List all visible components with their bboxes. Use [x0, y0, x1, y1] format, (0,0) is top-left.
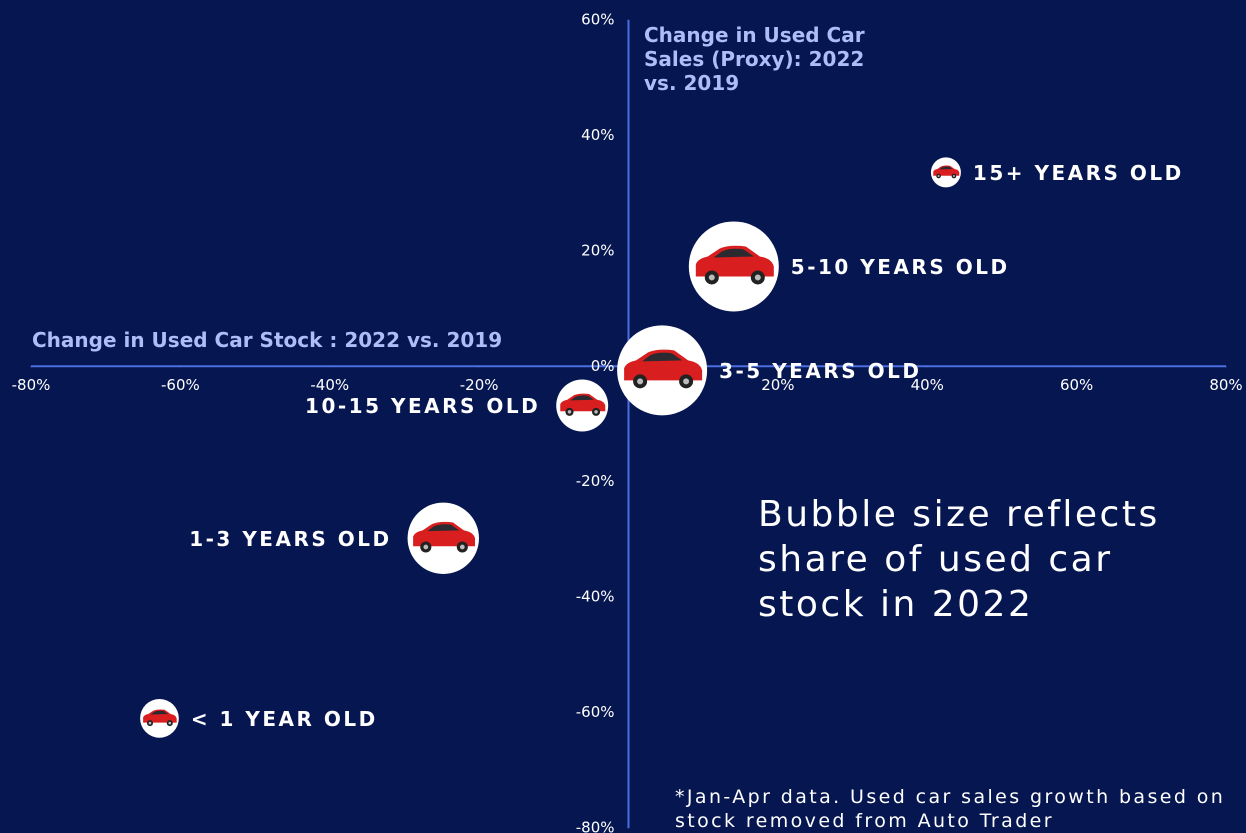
x-tick-label: -80% — [12, 376, 51, 394]
car-window — [570, 395, 594, 401]
bubble-label: 15+ YEARS OLD — [973, 161, 1184, 185]
bubble-label: 3-5 YEARS OLD — [719, 359, 921, 383]
y-tick-label: 0% — [591, 357, 615, 375]
car-body — [143, 709, 177, 723]
car-body — [695, 245, 774, 277]
car-window — [939, 166, 953, 170]
car-icon — [624, 349, 703, 389]
car-hub — [708, 274, 715, 281]
footnote: *Jan-Apr data. Used car sales growth bas… — [675, 786, 1226, 832]
y-tick-label: -60% — [576, 703, 615, 721]
car-hub — [567, 410, 572, 414]
car-hub — [637, 378, 644, 385]
bubble-label: 5-10 YEARS OLD — [791, 255, 1010, 279]
car-window — [642, 352, 683, 362]
y-tick-label: 60% — [581, 11, 614, 29]
bubble-label: 10-15 YEARS OLD — [305, 394, 540, 418]
car-window — [427, 524, 460, 532]
y-tick-label: -20% — [576, 472, 615, 490]
car-hub — [683, 378, 690, 385]
car-body — [933, 165, 960, 176]
car-hub — [423, 544, 429, 550]
x-tick-label: 60% — [1060, 376, 1093, 394]
car-hub — [952, 175, 955, 178]
x-tick-label: 80% — [1209, 376, 1242, 394]
x-tick-label: -40% — [310, 376, 349, 394]
y-axis-title: Change in Used Car Sales (Proxy): 2022 v… — [644, 23, 865, 95]
car-icon — [560, 393, 606, 416]
car-hub — [937, 175, 940, 178]
car-icon — [695, 245, 774, 285]
y-tick-label: -80% — [576, 819, 615, 833]
car-window — [150, 710, 169, 715]
x-tick-label: -20% — [460, 376, 499, 394]
x-tick-label: 20% — [761, 376, 794, 394]
bubble-label: 1-3 YEARS OLD — [189, 527, 391, 551]
car-body — [560, 393, 606, 412]
car-hub — [594, 410, 598, 414]
bubble-label: < 1 YEAR OLD — [191, 707, 378, 731]
x-tick-label: -60% — [161, 376, 200, 394]
car-body — [624, 349, 703, 381]
car-hub — [148, 721, 152, 725]
car-hub — [754, 274, 761, 281]
annotation: Bubble size reflects share of used car s… — [758, 494, 1160, 625]
car-icon — [143, 709, 177, 727]
y-tick-label: 20% — [581, 241, 614, 259]
y-tick-label: 40% — [581, 126, 614, 144]
car-hub — [168, 721, 172, 725]
y-tick-label: -40% — [576, 588, 615, 606]
car-body — [413, 521, 476, 547]
car-icon — [413, 521, 476, 553]
car-hub — [459, 544, 465, 550]
car-icon — [933, 165, 960, 179]
x-axis-title: Change in Used Car Stock : 2022 vs. 2019 — [32, 328, 503, 352]
x-tick-label: 40% — [911, 376, 944, 394]
car-window — [713, 248, 754, 258]
